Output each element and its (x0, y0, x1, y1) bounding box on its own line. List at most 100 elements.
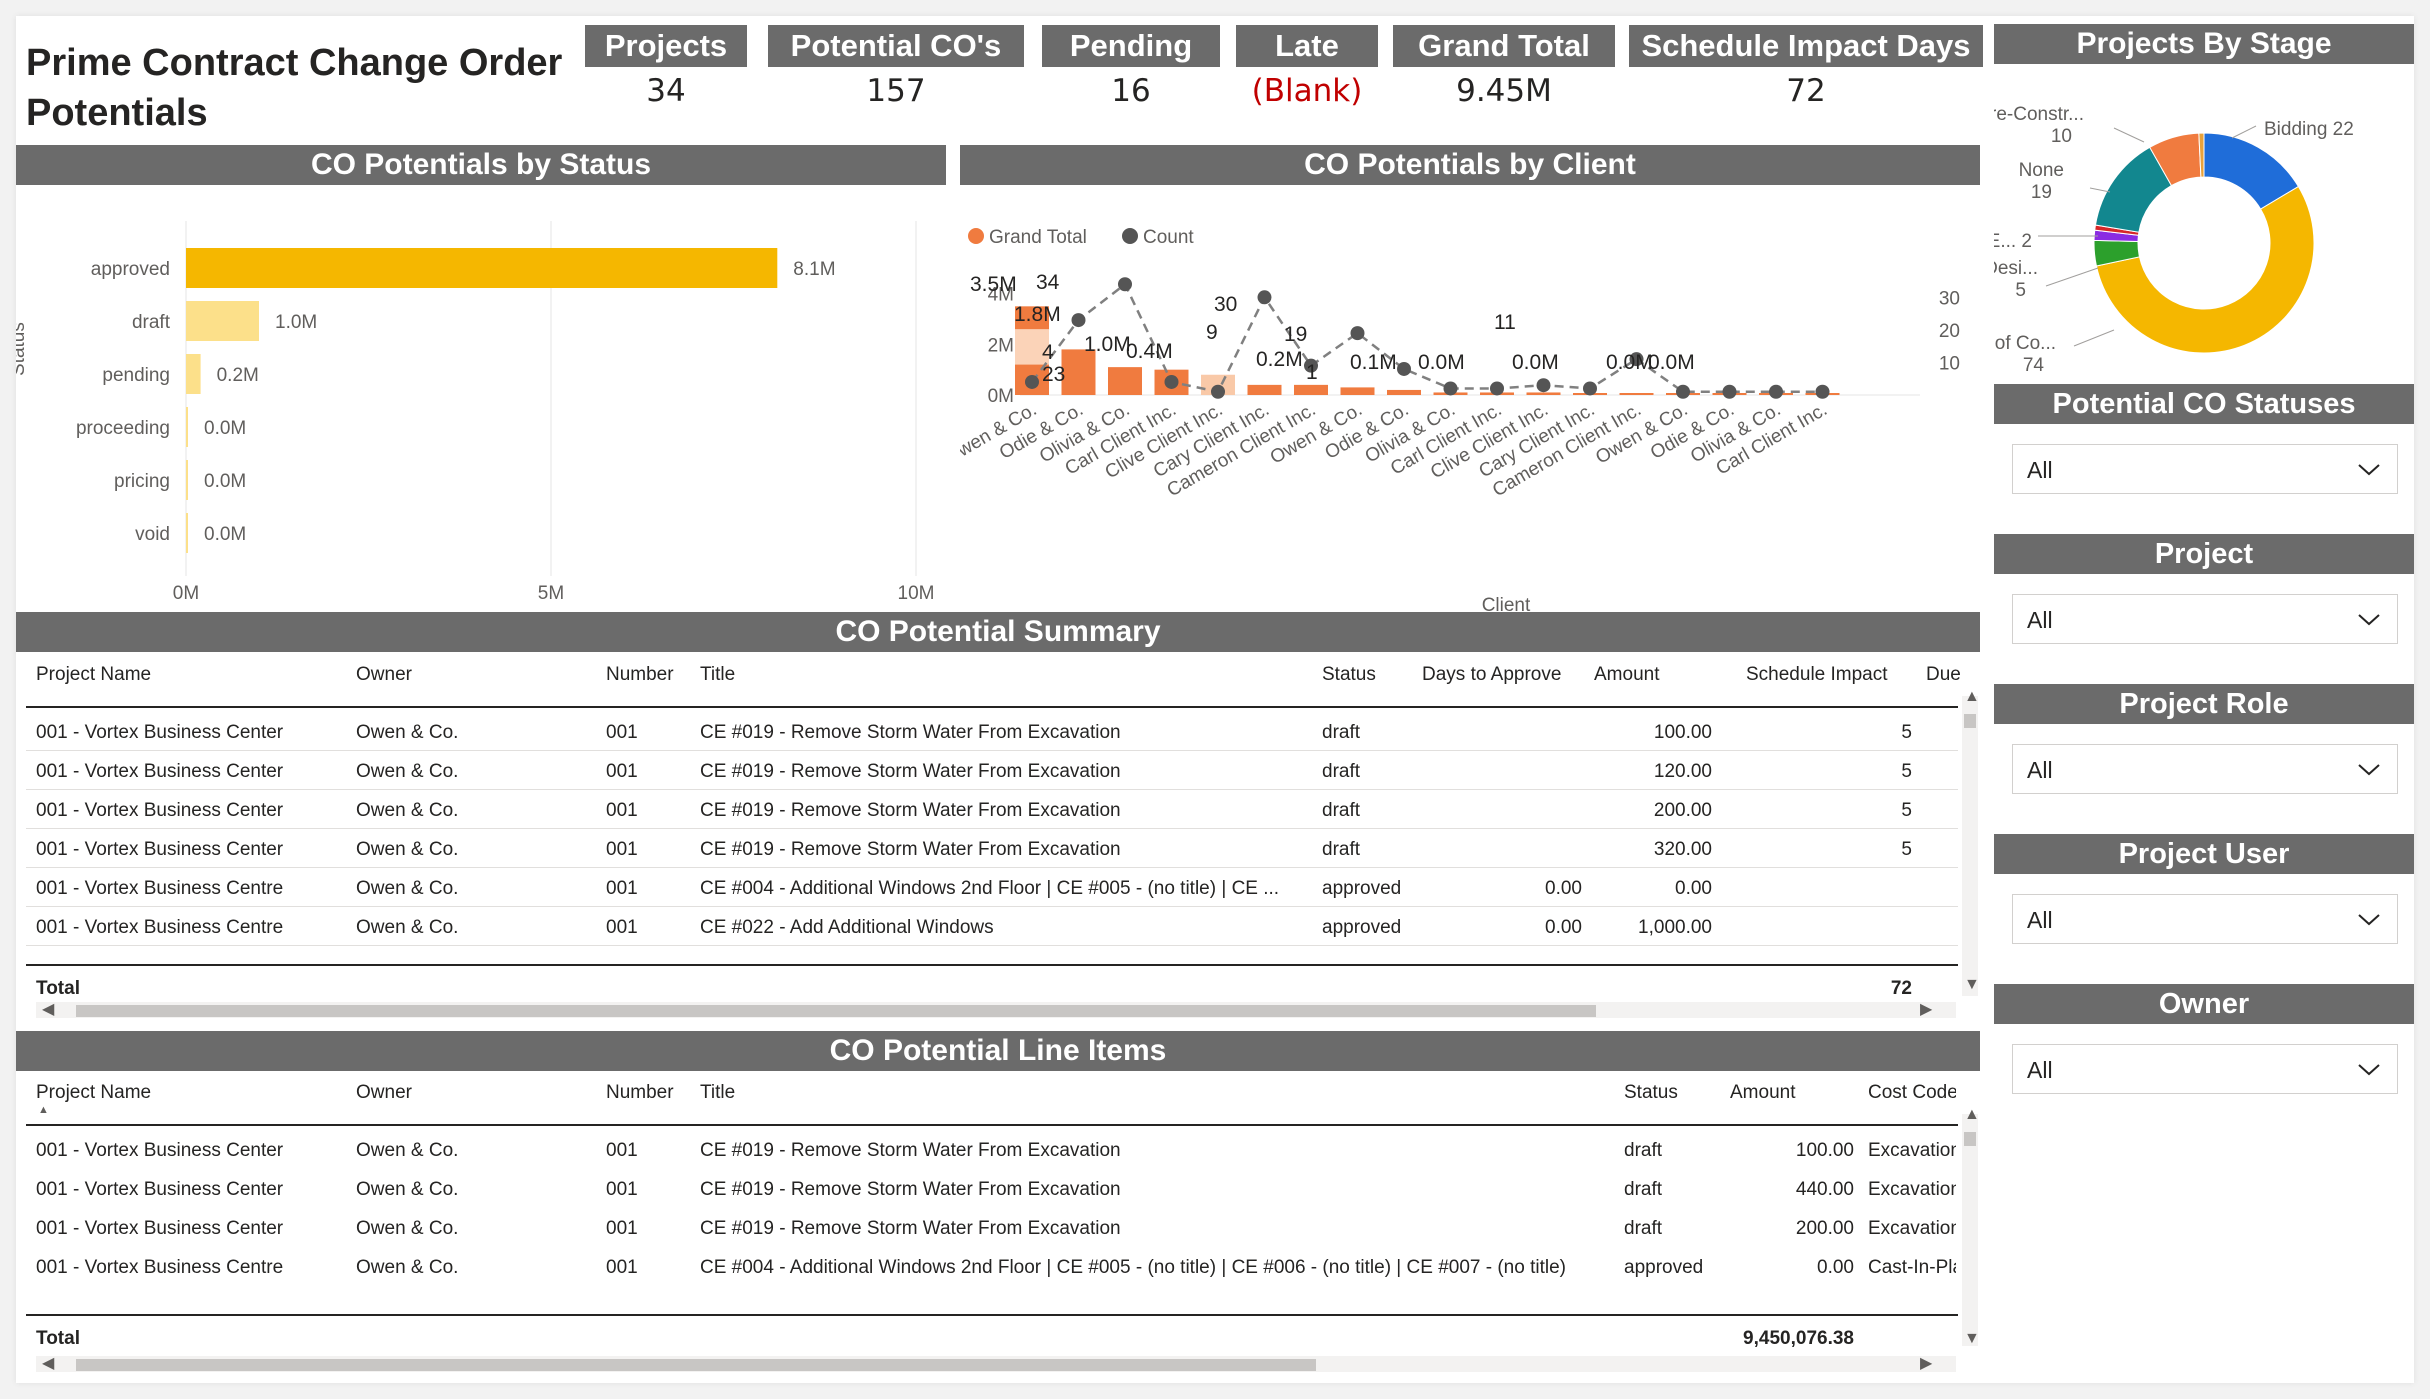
leader-line (2045, 267, 2099, 287)
client-bar[interactable] (1619, 393, 1654, 395)
table-row[interactable]: 001 - Vortex Business Center Owen & Co. 00… (16, 790, 1980, 829)
bar-pricing[interactable] (186, 460, 188, 500)
client-bar[interactable] (1294, 384, 1328, 395)
count-point[interactable] (1629, 352, 1644, 367)
count-point[interactable] (1722, 384, 1737, 399)
col-number[interactable]: Number (606, 1082, 674, 1103)
count-point[interactable] (1304, 358, 1318, 373)
col-cost-code[interactable]: Cost Code (1868, 1082, 1956, 1103)
table-cell: 0.00 (1675, 878, 1712, 899)
count-point[interactable] (1536, 378, 1551, 393)
client-combo-chart[interactable]: Grand Total Count 4M 2M 0M 30 20 10 3.5M 1.8M 34 1.… (960, 191, 1980, 611)
table-row[interactable]: 001 - Vortex Business Center Owen & Co. 00… (16, 1169, 1980, 1208)
count-point[interactable] (1769, 384, 1783, 399)
table-row[interactable]: 001 - Vortex Business Centre Owen & Co. 00… (16, 907, 1980, 946)
legend-label[interactable]: Grand Total (989, 227, 1087, 248)
summary-horizontal-scrollbar[interactable] (36, 1002, 1956, 1018)
col-due[interactable]: Due (1926, 664, 1961, 685)
col-owner[interactable]: Owner (356, 664, 412, 685)
col-status[interactable]: Status (1624, 1082, 1678, 1103)
col-title[interactable]: Title (700, 664, 736, 685)
count-point[interactable] (1490, 381, 1504, 396)
bar-proceeding[interactable] (186, 407, 188, 447)
owner-dropdown[interactable]: All (2012, 1044, 2398, 1094)
sort-ascending-icon[interactable]: ▲ (38, 1104, 49, 1116)
col-project-name[interactable]: Project Name (36, 1082, 152, 1103)
kpi-grand-total[interactable]: Grand Total 9.45M (1393, 25, 1615, 115)
table-row[interactable]: 001 - Vortex Business Center Owen & Co. 00… (16, 1208, 1980, 1247)
col-days-to-approve[interactable]: Days to Approve (1422, 664, 1562, 685)
client-bar[interactable] (1061, 349, 1096, 395)
summary-vertical-scrollbar[interactable] (1962, 696, 1978, 996)
count-point[interactable] (1676, 384, 1690, 399)
col-number[interactable]: Number (606, 664, 674, 685)
donut-slice[interactable] (2198, 132, 2205, 178)
kpi-schedule-impact-days[interactable]: Schedule Impact Days 72 (1629, 25, 1983, 115)
table-row[interactable]: 001 - Vortex Business Centre Owen & Co. 00… (16, 868, 1980, 907)
scroll-right-icon[interactable]: ▶ (1920, 1001, 1933, 1018)
bar-void[interactable] (186, 513, 188, 553)
scroll-thumb[interactable] (1964, 714, 1976, 728)
status-bar-chart[interactable]: 0M 5M 10M approved 8.1M draft 1.0M pending 0.2M p… (16, 191, 946, 601)
legend-label[interactable]: Count (1143, 227, 1194, 248)
scroll-left-icon[interactable]: ◀ (42, 1355, 55, 1372)
data-label: 0.0M (1648, 351, 1695, 374)
donut-slice[interactable] (2095, 185, 2315, 354)
potential-co-statuses-dropdown[interactable]: All (2012, 444, 2398, 494)
project-role-dropdown[interactable]: All (2012, 744, 2398, 794)
col-amount[interactable]: Amount (1594, 664, 1660, 685)
scroll-down-icon[interactable]: ▼ (1964, 976, 1980, 993)
client-bar[interactable] (1387, 389, 1421, 395)
table-row[interactable]: 001 - Vortex Business Center Owen & Co. 00… (16, 1130, 1980, 1169)
bar-pending[interactable] (186, 354, 201, 394)
scroll-up-icon[interactable]: ▲ (1964, 1106, 1980, 1123)
scroll-thumb[interactable] (76, 1005, 1596, 1017)
col-schedule-impact[interactable]: Schedule Impact (1746, 664, 1888, 685)
scroll-thumb[interactable] (76, 1359, 1316, 1371)
leader-line (2231, 125, 2257, 139)
count-point[interactable] (1118, 277, 1132, 292)
client-bar[interactable] (1108, 367, 1142, 395)
table-row[interactable]: 001 - Vortex Business Centre Owen & Co. 00… (16, 1247, 1980, 1286)
count-point[interactable] (1164, 374, 1179, 389)
scroll-right-icon[interactable]: ▶ (1920, 1355, 1933, 1372)
project-user-dropdown[interactable]: All (2012, 894, 2398, 944)
scroll-up-icon[interactable]: ▲ (1964, 688, 1980, 705)
kpi-pending[interactable]: Pending 16 (1042, 25, 1220, 115)
scroll-thumb[interactable] (1964, 1132, 1976, 1146)
count-point[interactable] (1583, 381, 1597, 396)
line-items-vertical-scrollbar[interactable] (1962, 1114, 1978, 1346)
kpi-projects[interactable]: Projects 34 (585, 25, 747, 115)
col-status[interactable]: Status (1322, 664, 1376, 685)
bar-draft[interactable] (186, 301, 259, 341)
kpi-late[interactable]: Late (Blank) (1236, 25, 1378, 115)
count-point[interactable] (1211, 384, 1225, 399)
table-row[interactable]: 001 - Vortex Business Center Owen & Co. 00… (16, 712, 1980, 751)
bar-approved[interactable] (186, 248, 778, 288)
scroll-down-icon[interactable]: ▼ (1964, 1330, 1980, 1347)
table-cell: 0.00 (1545, 878, 1582, 899)
col-amount[interactable]: Amount (1730, 1082, 1796, 1103)
scroll-left-icon[interactable]: ◀ (42, 1001, 55, 1018)
count-point[interactable] (1071, 313, 1086, 328)
kpi-potential-cos[interactable]: Potential CO's 157 (768, 25, 1024, 115)
count-point[interactable] (1815, 384, 1830, 399)
project-dropdown[interactable]: All (2012, 594, 2398, 644)
client-bar[interactable] (1340, 387, 1375, 395)
category-label: draft (132, 312, 171, 333)
col-project-name[interactable]: Project Name (36, 664, 152, 685)
client-bar[interactable] (1247, 384, 1282, 395)
line-items-horizontal-scrollbar[interactable] (36, 1356, 1956, 1372)
col-owner[interactable]: Owner (356, 1082, 412, 1103)
count-point[interactable] (1257, 290, 1272, 305)
col-title[interactable]: Title (700, 1082, 736, 1103)
count-point[interactable] (1350, 326, 1365, 341)
table-row[interactable]: 001 - Vortex Business Center Owen & Co. 00… (16, 829, 1980, 868)
kpi-label: Schedule Impact Days (1629, 25, 1983, 67)
table-row[interactable]: 001 - Vortex Business Center Owen & Co. 00… (16, 751, 1980, 790)
count-point[interactable] (1443, 381, 1458, 396)
count-point[interactable] (1397, 361, 1411, 376)
count-point[interactable] (1025, 374, 1039, 389)
client-bar[interactable] (1526, 392, 1561, 395)
